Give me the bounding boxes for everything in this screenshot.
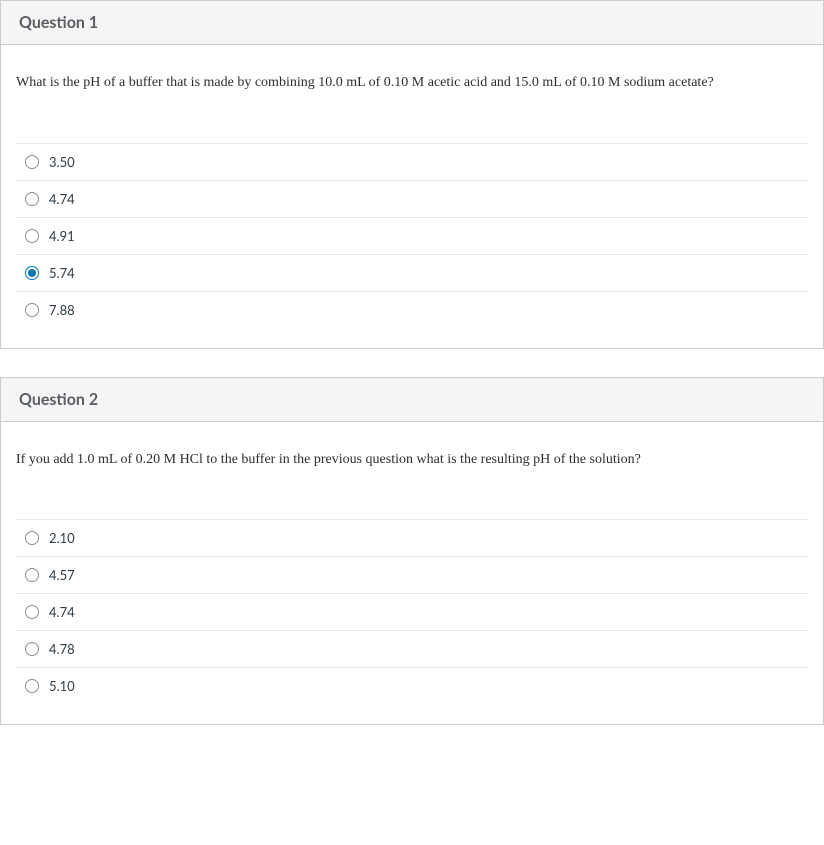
radio-button[interactable]: [25, 266, 39, 280]
answer-row[interactable]: 4.57: [15, 557, 809, 594]
answer-label: 4.57: [49, 567, 75, 583]
answer-label: 5.10: [49, 678, 75, 694]
radio-button[interactable]: [25, 679, 39, 693]
answer-label: 4.78: [49, 641, 75, 657]
radio-button[interactable]: [25, 229, 39, 243]
answer-label: 2.10: [49, 530, 75, 546]
question-block: Question 2 If you add 1.0 mL of 0.20 M HC…: [0, 377, 824, 726]
question-header: Question 2: [1, 378, 823, 422]
answer-row[interactable]: 5.10: [15, 668, 809, 704]
answer-label: 4.91: [49, 228, 75, 244]
radio-button[interactable]: [25, 568, 39, 582]
question-body: If you add 1.0 mL of 0.20 M HCl to the b…: [1, 422, 823, 725]
question-text: What is the pH of a buffer that is made …: [15, 73, 809, 93]
radio-button[interactable]: [25, 303, 39, 317]
answer-row[interactable]: 5.74: [15, 255, 809, 292]
answer-label: 5.74: [49, 265, 75, 281]
answer-label: 4.74: [49, 604, 75, 620]
answer-row[interactable]: 4.74: [15, 594, 809, 631]
radio-button[interactable]: [25, 531, 39, 545]
question-title: Question 2: [19, 390, 805, 409]
question-text: If you add 1.0 mL of 0.20 M HCl to the b…: [15, 450, 809, 470]
radio-button[interactable]: [25, 155, 39, 169]
answer-row[interactable]: 4.91: [15, 218, 809, 255]
answers-list: 3.50 4.74 4.91 5.74 7.88: [15, 143, 809, 328]
quiz-container: Question 1 What is the pH of a buffer tha…: [0, 0, 824, 725]
question-title: Question 1: [19, 13, 805, 32]
answer-label: 4.74: [49, 191, 75, 207]
question-header: Question 1: [1, 1, 823, 45]
radio-button[interactable]: [25, 605, 39, 619]
answer-label: 3.50: [49, 154, 75, 170]
radio-button[interactable]: [25, 642, 39, 656]
answer-label: 7.88: [49, 302, 75, 318]
question-body: What is the pH of a buffer that is made …: [1, 45, 823, 348]
answer-row[interactable]: 7.88: [15, 292, 809, 328]
question-block: Question 1 What is the pH of a buffer tha…: [0, 0, 824, 349]
radio-button[interactable]: [25, 192, 39, 206]
answers-list: 2.10 4.57 4.74 4.78 5.10: [15, 519, 809, 704]
answer-row[interactable]: 4.74: [15, 181, 809, 218]
answer-row[interactable]: 2.10: [15, 520, 809, 557]
answer-row[interactable]: 4.78: [15, 631, 809, 668]
answer-row[interactable]: 3.50: [15, 144, 809, 181]
